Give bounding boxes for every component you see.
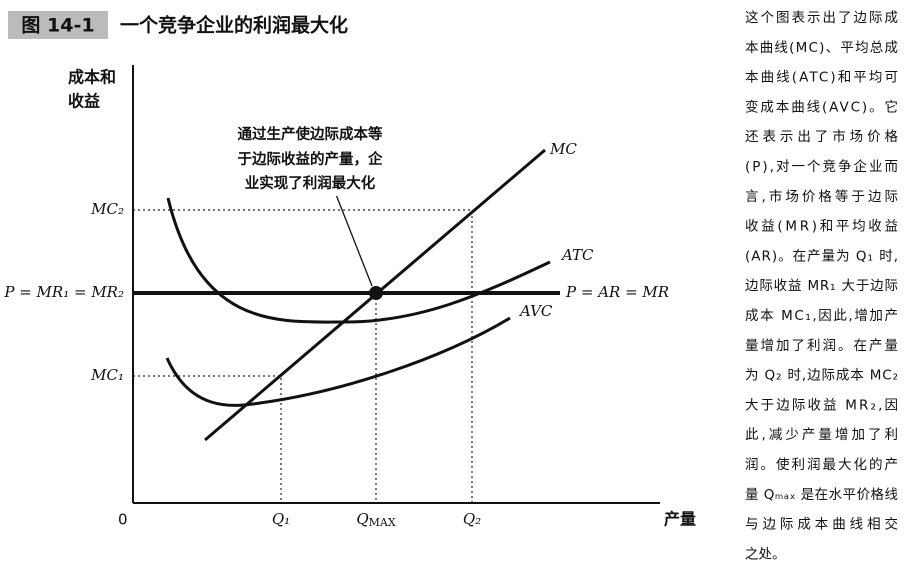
figure-label: 图 14-1 [21,15,94,37]
x-label-main: Q [356,510,368,528]
caption-line: 本曲线(ATC)和平均可 [745,70,898,86]
caption-line: (AR)。在产量为 Q₁ 时, [745,248,898,264]
caption-line: 为 Q₂ 时,边际成本 MC₂ [745,368,898,384]
atc-curve [166,197,551,324]
curve-label: AVC [518,302,553,320]
caption-line: 大于边际收益 MR₂,因 [745,397,898,413]
figure-label-bg [8,11,108,39]
caption-line: 边际收益 MR₁ 大于边际 [745,278,898,294]
caption-line: 与边际成本曲线相交 [745,516,898,533]
x-label: Q₁ [272,510,290,528]
annotation: 业实现了利润最大化 [245,174,376,192]
y-axis-label: 成本和 [68,68,116,87]
caption-line: (P),对一个竞争企业而 [745,158,898,175]
origin: 0 [118,511,128,529]
avc-curve [165,316,511,407]
curve-label: ATC [560,246,594,264]
caption-line: 这个图表示出了边际成 [745,9,898,26]
x-label: Q₂ [463,510,481,528]
caption-line: 还表示出了市场价格 [745,128,899,145]
caption-line: 之处。 [745,546,786,562]
title: 一个竞争企业的利润最大化 [120,14,348,37]
y-label: MC₂ [90,200,124,218]
caption-line: 量 Qₘₐₓ 是在水平价格线 [745,487,898,503]
y-label: MC₁ [90,366,124,384]
caption-line: 量增加了利润。在产量 [745,338,898,354]
caption-line: 本曲线(MC)、平均总成 [745,40,898,56]
y-label: P = MR₁ = MR₂ [3,283,124,301]
curve-label: P = AR = MR [565,283,669,301]
caption-line: 收益(MR)和平均收益 [745,219,898,235]
caption-line: 变成本曲线(AVC)。它 [745,98,898,115]
caption-line: 润。使利润最大化的产 [745,456,898,473]
x-label-sub: MAX [369,516,396,529]
y-axis-label: 收益 [68,92,100,111]
caption-line: 言,市场价格等于边际 [745,188,898,205]
annotation-pointer [334,191,373,287]
caption-line: 此,减少产量增加了利 [745,427,898,443]
curve-label: MC [549,140,577,158]
optimum-point [369,286,383,300]
x-axis-label: 产量 [664,510,696,529]
annotation: 通过生产使边际成本等 [238,125,383,143]
annotation: 于边际收益的产量，企 [238,150,383,168]
caption-line: 成本 MC₁,因此,增加产 [745,308,898,324]
x-label: QMAX [356,510,396,529]
annotation-bg [222,122,398,196]
caption: 这个图表示出了边际成本曲线(MC)、平均总成本曲线(ATC)和平均可变成本曲线(… [745,9,899,562]
